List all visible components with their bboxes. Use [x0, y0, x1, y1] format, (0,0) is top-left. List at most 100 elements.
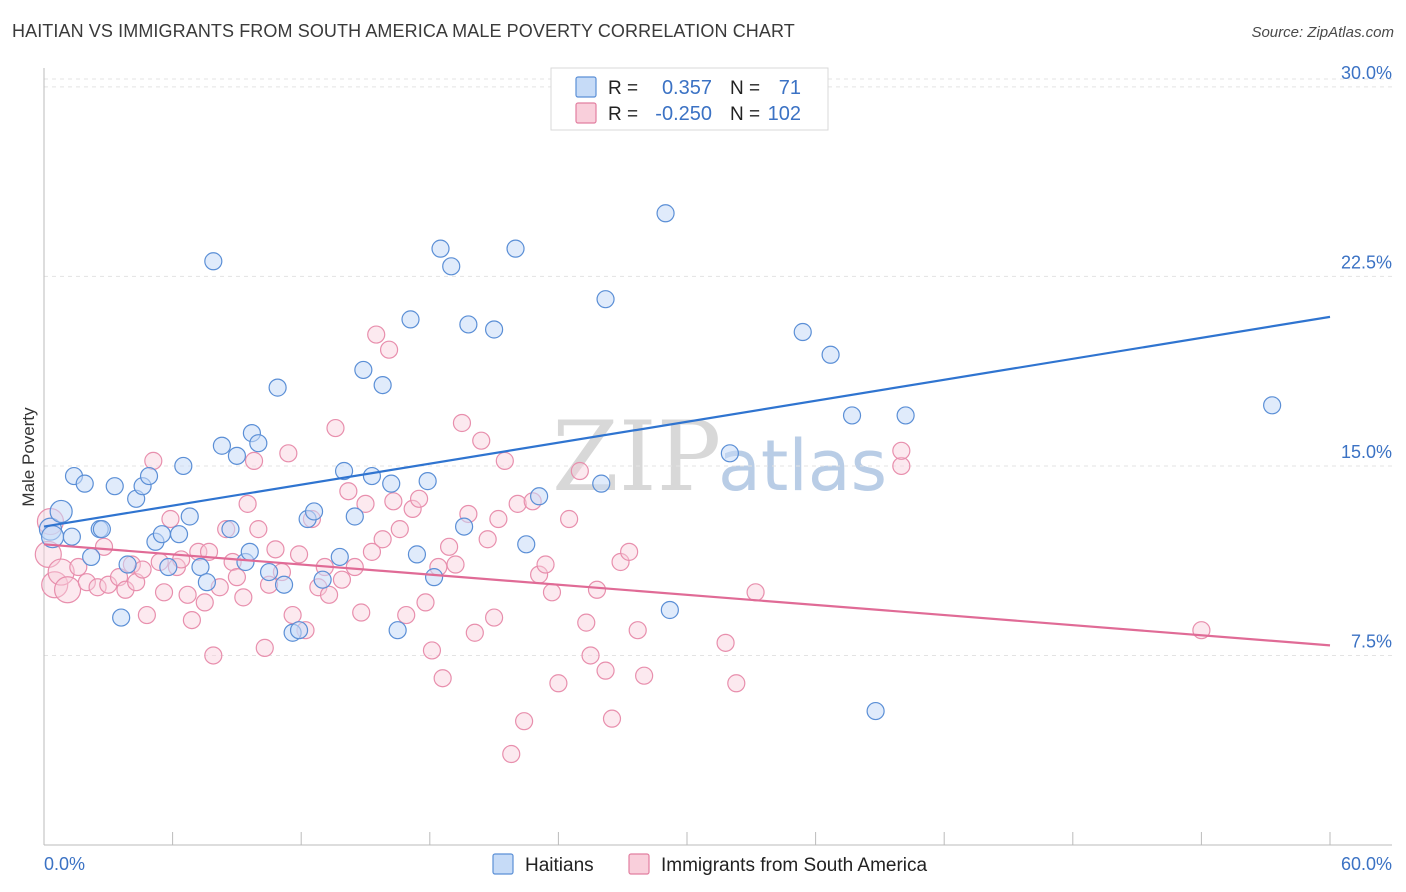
legend-swatch-immigrants: [628, 853, 650, 875]
haitians-point: [454, 517, 474, 536]
immigrants-point: [77, 573, 96, 592]
legend-label-haitians: Haitians: [525, 855, 594, 876]
haitians-point: [49, 499, 73, 524]
immigrants-point: [238, 494, 257, 513]
haitians-point: [354, 360, 373, 380]
immigrants-point: [319, 585, 339, 604]
stats-n-label-immigrants: N =: [730, 104, 760, 125]
series-haitians-points: [38, 98, 1282, 721]
immigrants-point: [549, 674, 568, 693]
immigrants-point: [53, 576, 82, 604]
immigrants-point: [515, 712, 534, 731]
immigrants-point: [266, 540, 285, 559]
immigrants-point: [339, 482, 358, 501]
immigrants-point: [352, 603, 371, 622]
haitians-point: [169, 525, 189, 544]
immigrants-point: [326, 418, 345, 438]
immigrants-point: [452, 413, 472, 433]
trend-line-immigrants: [43, 543, 1331, 647]
stats-n-value-immigrants: 102: [768, 103, 801, 125]
haitians-point: [197, 573, 216, 592]
haitians-point: [517, 535, 536, 554]
haitians-point: [506, 239, 525, 258]
y-axis-tick-labels: 7.5% 15.0% 22.5% 30.0%: [1341, 63, 1392, 652]
haitians-point: [842, 406, 862, 425]
haitians-point: [180, 507, 199, 526]
immigrants-point: [204, 646, 223, 665]
haitians-point: [720, 444, 739, 463]
haitians-point: [313, 570, 332, 589]
haitians-point: [204, 252, 223, 271]
immigrants-point: [94, 537, 114, 556]
immigrants-point: [892, 456, 911, 476]
immigrants-point: [422, 641, 442, 660]
immigrants-point: [746, 583, 765, 602]
immigrants-point: [446, 555, 465, 574]
immigrants-point: [345, 557, 364, 577]
y-tick-label: 22.5%: [1341, 252, 1392, 272]
immigrants-point: [433, 669, 452, 688]
immigrants-point: [332, 570, 352, 589]
immigrants-point: [397, 605, 416, 625]
series-immigrants-south-america-points: [34, 325, 1211, 764]
immigrants-point: [88, 578, 107, 597]
immigrants-point: [727, 674, 746, 693]
haitians-point: [362, 466, 382, 486]
x-tick-label-max: 60.0%: [1341, 854, 1392, 874]
haitians-point: [304, 502, 324, 521]
immigrants-point: [495, 451, 514, 470]
haitians-point: [345, 507, 364, 526]
immigrants-point: [69, 557, 88, 577]
y-tick-label: 7.5%: [1351, 631, 1392, 651]
immigrants-point: [560, 509, 579, 529]
trend-lines: [43, 315, 1331, 647]
immigrants-point: [144, 451, 163, 470]
haitians-point: [249, 434, 268, 453]
immigrants-point: [570, 461, 589, 481]
haitians-point: [330, 547, 349, 567]
immigrants-point: [356, 494, 375, 513]
axes: [43, 68, 1392, 846]
stats-swatch-immigrants: [575, 102, 597, 124]
immigrants-point: [536, 555, 555, 574]
immigrants-point: [478, 530, 497, 549]
immigrants-point: [99, 575, 118, 594]
haitians-point: [1263, 396, 1282, 415]
haitians-point: [112, 608, 131, 627]
legend-label-immigrants: Immigrants from South America: [661, 855, 928, 876]
immigrants-point: [409, 489, 429, 508]
immigrants-point: [620, 542, 639, 561]
y-axis-label: Male Poverty: [19, 407, 38, 507]
immigrants-point: [416, 593, 435, 612]
haitians-point: [896, 406, 915, 425]
immigrants-point: [390, 520, 409, 539]
haitians-point: [174, 456, 193, 476]
haitians-point: [268, 378, 287, 397]
haitians-point: [274, 575, 294, 594]
y-tick-label: 15.0%: [1341, 442, 1392, 462]
haitians-point: [159, 557, 178, 577]
haitians-point: [418, 472, 437, 491]
legend-swatch-haitians: [492, 853, 514, 875]
haitians-point: [212, 436, 231, 455]
stats-swatch-haitians: [575, 76, 597, 98]
immigrants-point: [581, 646, 600, 665]
watermark-zip: ZIP: [552, 401, 721, 513]
immigrants-point: [439, 537, 459, 556]
immigrants-point: [178, 585, 197, 604]
immigrants-point: [283, 605, 302, 625]
haitians-point: [118, 555, 137, 574]
immigrants-point: [542, 583, 562, 602]
haitians-point: [407, 545, 427, 564]
haitians-point: [62, 527, 81, 546]
immigrants-point: [182, 610, 201, 630]
source-attribution: Source: ZipAtlas.com: [1251, 24, 1394, 41]
x-axis-ticks: [43, 832, 1331, 845]
haitians-point: [139, 466, 159, 486]
haitians-point: [793, 322, 812, 342]
haitians-point: [221, 520, 240, 539]
haitians-point: [191, 557, 210, 577]
immigrants-point: [137, 605, 156, 625]
immigrants-point: [489, 509, 508, 529]
